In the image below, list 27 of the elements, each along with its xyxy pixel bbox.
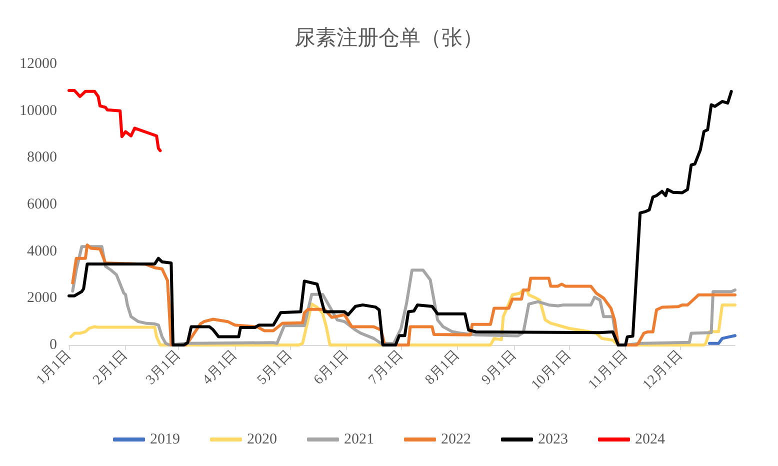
legend-label: 2019 [150,432,180,448]
x-tick-label: 2月1日 [90,348,131,388]
x-tick-label: 5月1日 [254,348,296,388]
x-tick-label: 8月1日 [422,348,463,388]
y-tick-label: 12000 [20,56,57,72]
x-tick-label: 11月1日 [586,348,631,393]
x-tick-label: 3月1日 [143,348,184,388]
x-tick-label: 10月1日 [529,348,574,393]
x-tick-label: 7月1日 [366,348,406,388]
legend-label: 2023 [538,432,568,448]
x-tick-label: 12月1日 [640,348,686,393]
y-tick-label: 6000 [27,196,57,212]
legend-label: 2022 [441,432,471,448]
y-tick-label: 8000 [27,150,57,166]
x-tick-label: 6月1日 [311,348,352,388]
line-series [68,90,733,346]
y-tick-label: 10000 [20,102,57,119]
line-series [708,334,736,345]
line-series [68,88,162,152]
legend-label: 2024 [635,432,666,448]
legend-label: 2020 [247,432,277,448]
y-tick-label: 4000 [27,243,57,260]
legend-label: 2021 [344,432,374,448]
chart-title: 尿素注册仓单（张） [294,26,484,50]
x-tick-label: 9月1日 [479,348,520,388]
x-tick-label: 4月1日 [200,348,240,388]
y-tick-label: 2000 [27,290,57,306]
